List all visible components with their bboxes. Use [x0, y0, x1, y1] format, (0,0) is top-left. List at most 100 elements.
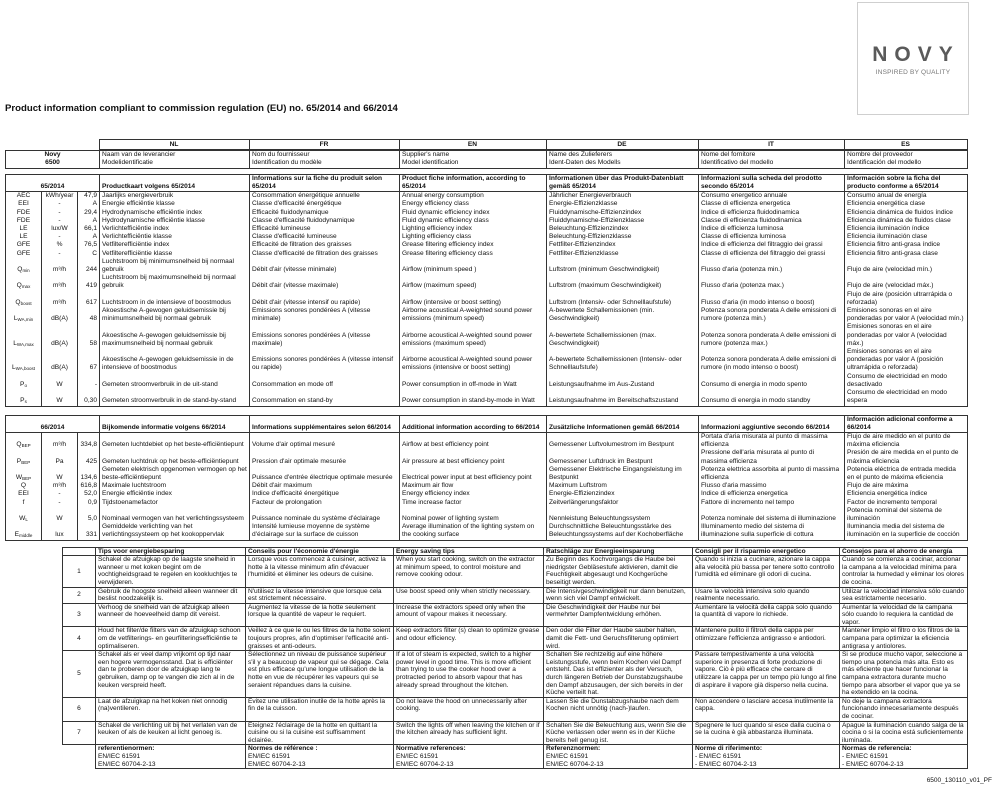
tip-text-it: Quando si inizia a cucinare, azionare la…	[692, 555, 840, 588]
description-en: Airflow (maximum speed)	[399, 274, 548, 291]
description-fr: Débit d'air maximum	[249, 482, 401, 491]
description-fr: Débit d'air (vitesse minimale)	[249, 257, 401, 275]
value: 419	[76, 274, 101, 291]
description-it: Flusso d'aria (potenza max.)	[698, 274, 846, 291]
description-nl: Gemeten stroomverbruik in de uit-stand	[99, 372, 251, 390]
value: 58	[76, 323, 101, 349]
document-code: 6500_130110_v01_PF	[926, 777, 992, 785]
description-de: A-bewertete Schallemissionen (max. Gesch…	[546, 323, 700, 349]
value: 617	[76, 290, 101, 308]
description-de: Beleuchtung-Effizienzindex	[546, 225, 700, 234]
description-fr: Volume d'air optimal mesuré	[249, 432, 401, 450]
symbol: Emiddle	[5, 523, 42, 541]
description-es: Flujo de aire máxima	[844, 482, 969, 491]
symbol: GFE	[5, 249, 42, 258]
description-de: Maximum Luftstrom	[546, 482, 700, 491]
description-es: Flujo de aire (velocidad máx.)	[844, 274, 969, 291]
description-nl: Gemeten stroomverbruik in de stand-by-st…	[99, 389, 251, 406]
model-id-label-de: Ident-Daten des Modells	[549, 159, 621, 167]
description-fr: Efficacité de filtration des graisses	[249, 241, 401, 250]
tip-text-fr: N'utilisez la vitesse intensive que lors…	[245, 586, 394, 604]
reference-item: EN/IEC 61591	[98, 752, 141, 760]
spec-row: f -0,9 Tijdstoenamefactor Facteur de prolon…	[5, 498, 969, 507]
tip-row: 4 Houd het filter/de filters van de afzui…	[62, 626, 968, 652]
tip-text-es: Mantener limpio el filtro o los filtros …	[839, 626, 968, 652]
spec-row: FDE -29,4 Hydrodynamische efficiëntie inde…	[5, 208, 969, 217]
description-fr: Classe d'efficacité fluidodynamique	[249, 216, 401, 226]
value: 616,8	[76, 482, 101, 491]
value: A	[76, 200, 101, 209]
spec-row: FDE - A Hydrodynamische efficiëntie klasse C…	[5, 216, 969, 226]
description-es: Consumo anual de energía	[844, 191, 969, 201]
tip-text-fr: Évitez une utilisation inutile de la hot…	[245, 696, 394, 722]
reference-item: EN/IEC 60704-2-13	[98, 760, 156, 768]
regulation-label: 66/2014	[4, 414, 101, 433]
symbol: LWA,boost	[5, 348, 42, 373]
description-it: Indice di efficienza luminosa	[698, 225, 846, 234]
header-it: Informazioni sulla scheda del prodotto s…	[698, 173, 846, 193]
tip-text-nl: Schakel de verlichting uit bij het verla…	[95, 720, 246, 746]
description-it: Consumo energetico annuale	[698, 191, 846, 201]
references-de: Referenznormen: EN/IEC 61591 EN/IEC 60704-…	[543, 744, 693, 770]
language-it: IT	[697, 139, 845, 150]
tip-text-it: Mantenere pulito il filtro/i della cappa…	[692, 626, 840, 652]
unit: %	[41, 241, 78, 250]
value: 5,0	[76, 506, 101, 524]
description-de: Durchschnittliche Beleuchtungsstärke des…	[546, 523, 700, 541]
symbol: EEI	[5, 490, 42, 499]
symbol: LE	[5, 225, 42, 234]
supplier-name-label-it: Nome del fornitore	[701, 151, 756, 158]
tip-text-es: Aumentar la velocidad de la campana sólo…	[839, 602, 968, 628]
symbol: Qboost	[5, 290, 42, 308]
tip-text-en: Switch the lights off when leaving the k…	[393, 720, 544, 746]
description-en: Fluid dynamic efficiency class	[399, 216, 548, 226]
additional-info-66-2014-table: 66/2014 Bijkomende informatie volgens 66/…	[4, 414, 969, 541]
tip-text-es: No deje la campana extractora funcionand…	[839, 696, 968, 722]
description-nl: Gemeten luchtdebiet op het beste-efficië…	[99, 432, 251, 450]
description-es: Consumo de electricidad en modo espera	[844, 389, 969, 406]
description-es: Flujo de aire (posición ultrarrápida o r…	[844, 290, 969, 308]
value: 134,6	[76, 465, 101, 483]
symbol: f	[5, 498, 42, 507]
description-it: Potenza sonora ponderata A delle emissio…	[698, 323, 846, 349]
unit: -	[41, 498, 78, 507]
description-en: Annual energy consumption	[399, 191, 548, 201]
tip-row: 2 Gebruik de hoogste snelheid alleen wann…	[62, 586, 968, 604]
description-nl: Maximale luchtstroom	[99, 482, 251, 491]
description-es: Flujo de aire (velocidad mín.)	[844, 257, 969, 275]
value: 66,1	[76, 225, 101, 234]
symbol: LE	[5, 233, 42, 242]
description-es: Emisiones sonoras en el aire ponderadas …	[844, 307, 969, 324]
description-de: Jährlicher Energieverbrauch	[546, 191, 700, 201]
header-de: Zusätzliche Informationen gemäß 66/2014	[546, 414, 700, 433]
reference-item: EN/IEC 61591	[546, 752, 589, 760]
description-de: Leistungsaufnahme im Bereitschaftszustan…	[546, 389, 700, 406]
description-it: Flusso d'aria (potenza min.)	[698, 257, 846, 275]
tip-text-it: Spegnere le luci quando si esce dalla cu…	[692, 720, 840, 746]
description-de: Energie-Effizienzklasse	[546, 200, 700, 209]
tip-row: 1 Schakel de afzuigkap op de laagste snel…	[62, 555, 968, 588]
description-de: Leistungsaufnahme im Aus-Zustand	[546, 372, 700, 390]
description-nl: Akoestische A-gewogen geluidsemissie in …	[99, 348, 251, 373]
description-es: Presión de aire medida en el punto de má…	[844, 449, 969, 466]
description-de: Gemessener Luftdruck im Bestpunt	[546, 449, 700, 466]
value: A	[76, 216, 101, 226]
header-es: Información adicional conforme a 66/2014	[844, 414, 969, 433]
description-nl: Nominaal vermogen van het verlichtingssy…	[99, 506, 251, 524]
tip-text-de: Zu Beginn des Kochvorgangs die Haube bei…	[543, 555, 693, 588]
symbol: Ps	[5, 389, 42, 406]
tip-text-en: Do not leave the hood on unnecessarily a…	[393, 696, 544, 722]
description-fr: Classe d'efficacité énergétique	[249, 200, 401, 209]
unit: lux	[41, 523, 78, 541]
reference-item: EN/IEC 60704-2-13	[546, 760, 604, 768]
references-en: Normative references: EN/IEC 61591 EN/IEC …	[393, 744, 544, 770]
description-es: Eficiencia filtro anti-grasa clase	[844, 249, 969, 258]
description-it: Consumo di energia in modo spento	[698, 372, 846, 390]
description-en: Nominal power of lighting system	[399, 506, 548, 524]
tip-text-it: Aumentare la velocità della cappa solo q…	[692, 602, 840, 628]
description-fr: Emissions sonores pondérées A (vitesse m…	[249, 307, 401, 324]
tip-text-fr: Veillez à ce que le ou les filtres de la…	[245, 626, 394, 652]
description-fr: Débit d'air (vitesse maximale)	[249, 274, 401, 291]
tip-text-nl: Gebruik de hoogste snelheid alleen wanne…	[95, 586, 246, 604]
